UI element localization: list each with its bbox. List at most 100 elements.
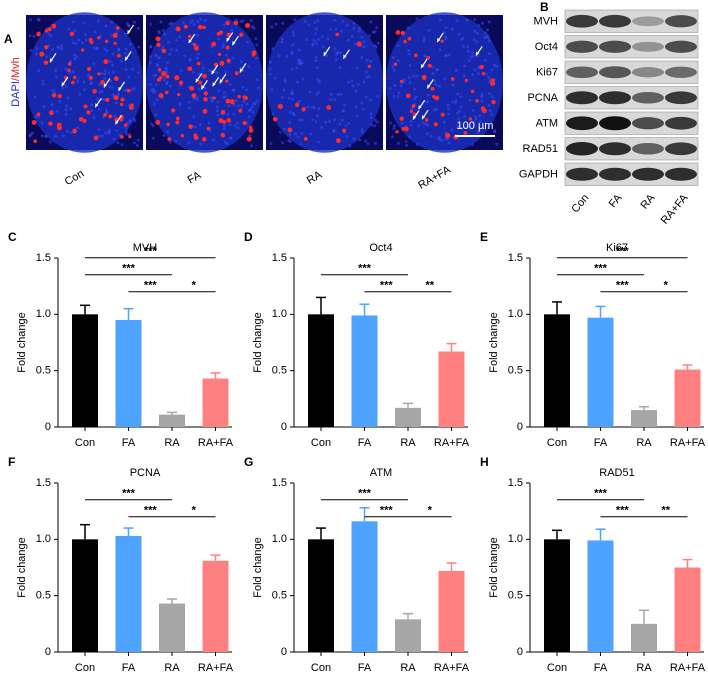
nucleus	[299, 142, 303, 146]
mvh-cell	[167, 137, 172, 142]
nucleus	[471, 73, 475, 77]
significance-label: *	[192, 505, 197, 517]
band	[632, 16, 664, 27]
nucleus	[249, 108, 253, 112]
nucleus	[465, 18, 469, 22]
nucleus	[312, 38, 316, 42]
mvh-cell	[399, 116, 405, 121]
mvh-cell	[123, 123, 128, 127]
nucleus	[268, 60, 272, 64]
nucleus	[222, 124, 226, 128]
nucleus	[197, 87, 201, 91]
panel-letter: B	[540, 0, 549, 14]
mvh-cell	[119, 102, 124, 107]
nucleus	[314, 27, 318, 31]
mvh-cell	[119, 134, 124, 139]
mvh-cell	[105, 97, 110, 102]
mvh-cell	[115, 26, 120, 30]
band	[665, 66, 697, 78]
nucleus	[283, 78, 287, 82]
mvh-cell	[433, 122, 438, 127]
nucleus	[285, 54, 289, 58]
nucleus	[149, 44, 153, 48]
y-tick-label: 0	[281, 421, 287, 433]
nucleus	[224, 70, 228, 74]
mvh-cell	[128, 134, 132, 139]
nucleus	[438, 18, 442, 22]
band	[599, 142, 631, 156]
nucleus	[40, 134, 44, 138]
chart-title: Ki67	[606, 242, 628, 254]
nucleus	[165, 130, 169, 134]
nucleus	[481, 21, 485, 25]
nucleus	[292, 33, 296, 37]
nucleus	[165, 80, 169, 84]
mvh-cell	[155, 36, 161, 42]
y-tick-label: 1.0	[508, 308, 523, 320]
nucleus	[120, 143, 124, 147]
mvh-cell	[166, 122, 171, 127]
mvh-cell	[335, 138, 341, 144]
nucleus	[473, 29, 477, 33]
nucleus	[54, 134, 58, 138]
nucleus	[196, 56, 200, 60]
band	[665, 15, 697, 28]
bar	[115, 535, 142, 652]
nucleus	[408, 135, 412, 139]
nucleus	[330, 92, 334, 96]
nucleus	[290, 90, 294, 94]
mvh-cell	[78, 116, 84, 122]
nucleus	[360, 55, 364, 59]
nucleus	[354, 105, 358, 109]
mvh-cell	[175, 116, 180, 121]
mvh-cell	[226, 58, 231, 63]
significance-label: ***	[122, 488, 136, 500]
nucleus	[198, 123, 202, 127]
protein-label: Ki67	[536, 67, 558, 79]
bar	[308, 539, 334, 652]
nucleus	[82, 88, 86, 92]
nucleus	[453, 101, 457, 105]
nucleus	[50, 103, 54, 107]
nucleus	[232, 88, 236, 92]
nucleus	[28, 34, 32, 38]
nucleus	[367, 34, 371, 38]
nucleus	[89, 81, 93, 85]
mvh-cell	[395, 30, 401, 35]
arrow-head	[422, 115, 426, 120]
nucleus	[268, 67, 272, 71]
significance-label: ***	[380, 280, 394, 292]
mvh-cell	[206, 126, 211, 131]
nucleus	[73, 57, 77, 61]
nucleus	[476, 71, 480, 75]
nucleus	[175, 48, 179, 52]
nucleus	[100, 72, 104, 76]
bar	[631, 623, 657, 652]
nucleus	[61, 86, 65, 90]
nucleus	[124, 130, 128, 134]
nucleus	[470, 143, 474, 147]
nucleus	[446, 103, 450, 107]
nucleus	[130, 67, 134, 71]
nucleus	[283, 127, 287, 131]
nucleus	[215, 109, 219, 113]
nucleus	[308, 90, 312, 94]
nucleus	[288, 132, 292, 136]
mvh-cell	[178, 80, 184, 85]
nucleus	[150, 122, 154, 126]
nucleus	[242, 100, 246, 104]
nucleus	[298, 58, 302, 62]
nucleus	[447, 107, 451, 111]
nucleus	[40, 121, 44, 125]
nucleus	[450, 128, 454, 132]
nucleus	[287, 97, 291, 101]
nucleus	[364, 95, 368, 99]
nucleus	[104, 131, 108, 135]
nucleus	[249, 144, 253, 148]
mvh-cell	[31, 119, 37, 125]
nucleus	[422, 39, 426, 43]
bar	[587, 317, 614, 427]
nucleus	[290, 52, 294, 56]
mvh-cell	[393, 62, 398, 67]
mvh-cell	[303, 136, 308, 141]
